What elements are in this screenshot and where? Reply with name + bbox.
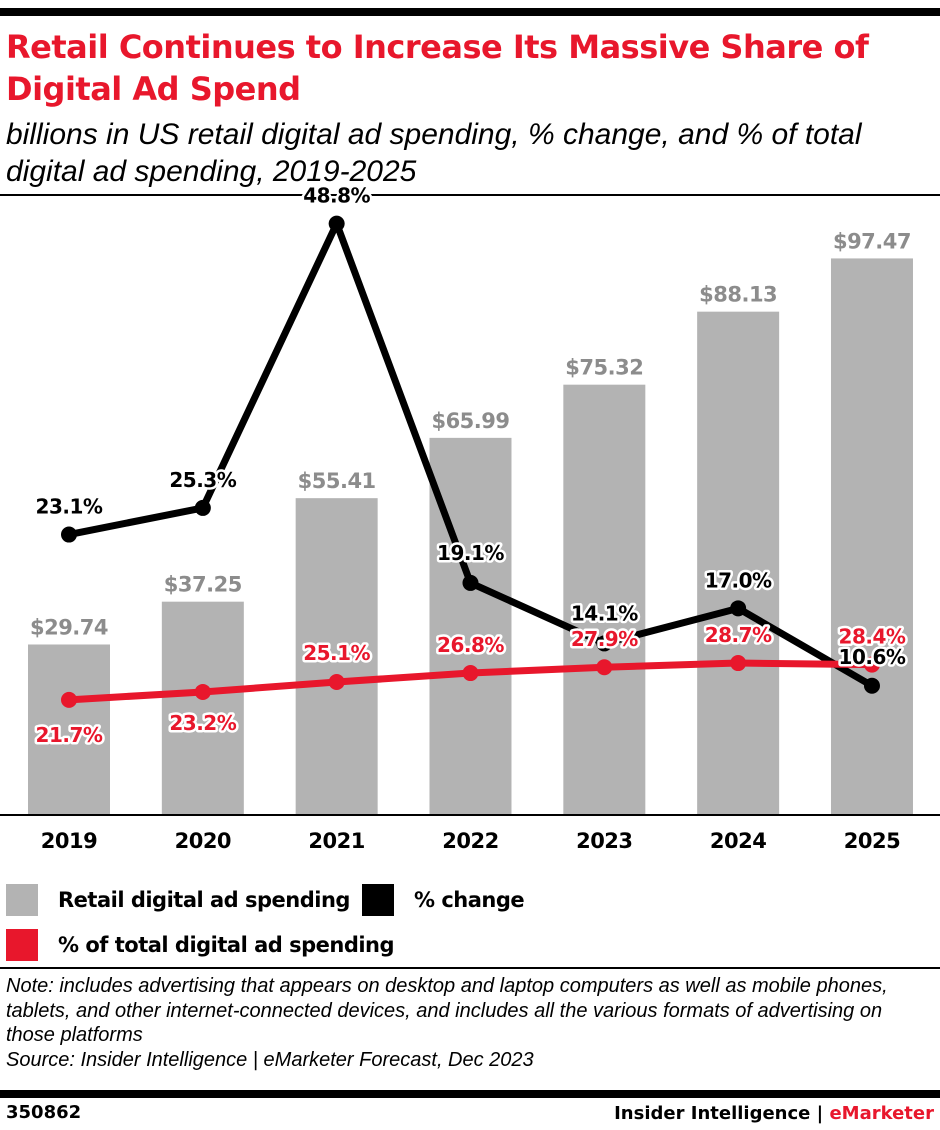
data-label-change-2022: 19.1%: [437, 541, 504, 565]
bar-label-2022: $65.99: [431, 409, 509, 433]
legend-label-change: % change: [414, 888, 525, 912]
data-label-share-2023: 27.9%: [571, 627, 638, 651]
legend-swatch-change: [362, 884, 394, 916]
x-tick-label-2024: 2024: [710, 829, 766, 853]
point-share-2025: [863, 656, 880, 673]
data-label-share-2019: 21.7%: [36, 723, 103, 747]
bar-label-2025: $97.47: [833, 229, 911, 253]
data-label-change-2019: 23.1%: [36, 495, 103, 519]
bar-2024: [697, 311, 780, 814]
point-change-2020: [194, 499, 211, 516]
subtitle-rule: [0, 194, 940, 196]
legend-item-share: % of total digital ad spending: [6, 929, 395, 961]
combo-chart: $29.74 $37.25 $55.41 $65.99 $75.32 $88.13 $97.…: [0, 183, 940, 853]
bar-2019: [28, 644, 110, 814]
point-share-2023: [596, 659, 613, 676]
legend-item-change: % change: [362, 884, 525, 916]
bar-2025: [830, 258, 913, 814]
point-change-2022: [462, 574, 479, 591]
data-label-share-2022: 26.8%: [437, 633, 504, 657]
bar-2021: [295, 498, 378, 814]
point-share-2022: [462, 665, 479, 682]
point-change-2023: [596, 635, 613, 652]
note-rule: [0, 967, 940, 969]
point-share-2020: [194, 683, 211, 700]
top-rule: [0, 8, 940, 16]
data-label-change-2024: 17.0%: [705, 568, 772, 592]
legend-swatch-spending: [6, 884, 38, 916]
data-label-share-2020: 23.2%: [169, 711, 236, 735]
data-label-change-2020: 25.3%: [169, 468, 236, 492]
bar-2023: [563, 384, 646, 814]
chart-id: 350862: [6, 1102, 82, 1123]
bar-label-2024: $88.13: [699, 283, 777, 307]
x-tick-label-2025: 2025: [844, 829, 900, 853]
point-share-2019: [61, 691, 77, 708]
bar-label-2023: $75.32: [565, 356, 643, 380]
point-change-2024: [730, 600, 747, 617]
legend-item-spending: Retail digital ad spending: [6, 884, 350, 916]
data-label-change-2021: 48.8%: [303, 184, 370, 208]
x-tick-label-2022: 2022: [442, 829, 498, 853]
data-label-change-2025: 10.6%: [839, 645, 906, 669]
chart-subtitle: billions in US retail digital ad spendin…: [6, 118, 862, 188]
brand-emarketer: eMarketer: [829, 1103, 934, 1124]
note-text: Note: includes advertising that appears …: [6, 975, 888, 1046]
source-text: Source: Insider Intelligence | eMarketer…: [6, 1048, 534, 1071]
data-label-share-2025: 28.4%: [839, 625, 906, 649]
bar-2020: [161, 601, 244, 814]
chart-note: Note: includes advertising that appears …: [6, 974, 926, 1072]
brand-insider: Insider Intelligence |: [614, 1103, 830, 1124]
x-tick-label-2019: 2019: [41, 829, 97, 853]
legend-label-share: % of total digital ad spending: [58, 933, 395, 957]
data-label-share-2024: 28.7%: [705, 623, 772, 647]
data-label-change-2023: 14.1%: [571, 601, 638, 625]
legend-label-spending: Retail digital ad spending: [58, 888, 350, 912]
point-change-2019: [61, 526, 77, 543]
chart-title: Retail Continues to Increase Its Massive…: [6, 28, 869, 108]
legend-swatch-share: [6, 929, 38, 961]
bar-label-2020: $37.25: [164, 573, 242, 597]
point-change-2025: [863, 677, 880, 694]
bottom-rule: [0, 1090, 940, 1098]
bar-label-2019: $29.74: [30, 615, 108, 639]
x-tick-label-2023: 2023: [576, 829, 632, 853]
data-label-share-2021: 25.1%: [303, 641, 370, 665]
point-share-2024: [730, 655, 747, 672]
bar-2022: [429, 437, 512, 814]
point-share-2021: [328, 673, 345, 690]
point-change-2021: [328, 215, 345, 232]
brand-logo: Insider Intelligence | eMarketer: [614, 1103, 934, 1124]
x-tick-label-2020: 2020: [175, 829, 231, 853]
bar-label-2021: $55.41: [298, 469, 376, 493]
x-tick-label-2021: 2021: [308, 829, 364, 853]
